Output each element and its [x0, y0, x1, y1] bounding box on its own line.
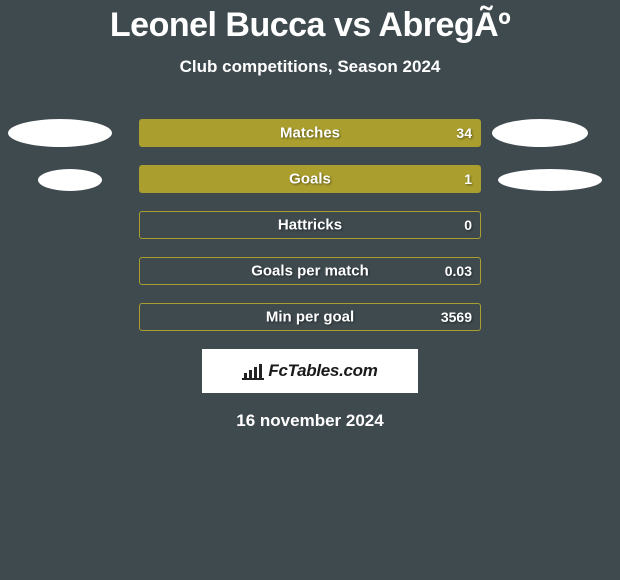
comparison-chart: Matches 34 Goals 1 Hattricks 0 Goals per match…	[0, 119, 620, 331]
stat-value: 1	[464, 171, 472, 187]
brand-logo: FcTables.com	[202, 349, 418, 393]
decorative-oval	[38, 169, 102, 191]
stat-row: Min per goal 3569	[139, 303, 481, 331]
stat-value: 34	[456, 125, 472, 141]
page-title: Leonel Bucca vs AbregÃº	[0, 0, 620, 45]
stat-row: Matches 34	[139, 119, 481, 147]
stat-label: Min per goal	[266, 309, 354, 326]
bar-chart-icon	[242, 362, 264, 380]
stat-label: Goals per match	[251, 263, 369, 280]
stat-rows: Matches 34 Goals 1 Hattricks 0 Goals per match…	[0, 119, 620, 331]
stat-value: 0	[464, 217, 472, 233]
stat-label: Goals	[289, 171, 331, 188]
subtitle: Club competitions, Season 2024	[0, 57, 620, 77]
stat-row: Hattricks 0	[139, 211, 481, 239]
stat-row: Goals 1	[139, 165, 481, 193]
decorative-oval	[8, 119, 112, 147]
stat-label: Hattricks	[278, 217, 342, 234]
stat-row: Goals per match 0.03	[139, 257, 481, 285]
stat-value: 3569	[441, 309, 472, 325]
decorative-oval	[498, 169, 602, 191]
stat-value: 0.03	[445, 263, 472, 279]
date-label: 16 november 2024	[0, 411, 620, 431]
brand-logo-inner: FcTables.com	[242, 361, 377, 381]
brand-logo-text: FcTables.com	[268, 361, 377, 381]
decorative-oval	[492, 119, 588, 147]
stat-label: Matches	[280, 125, 340, 142]
